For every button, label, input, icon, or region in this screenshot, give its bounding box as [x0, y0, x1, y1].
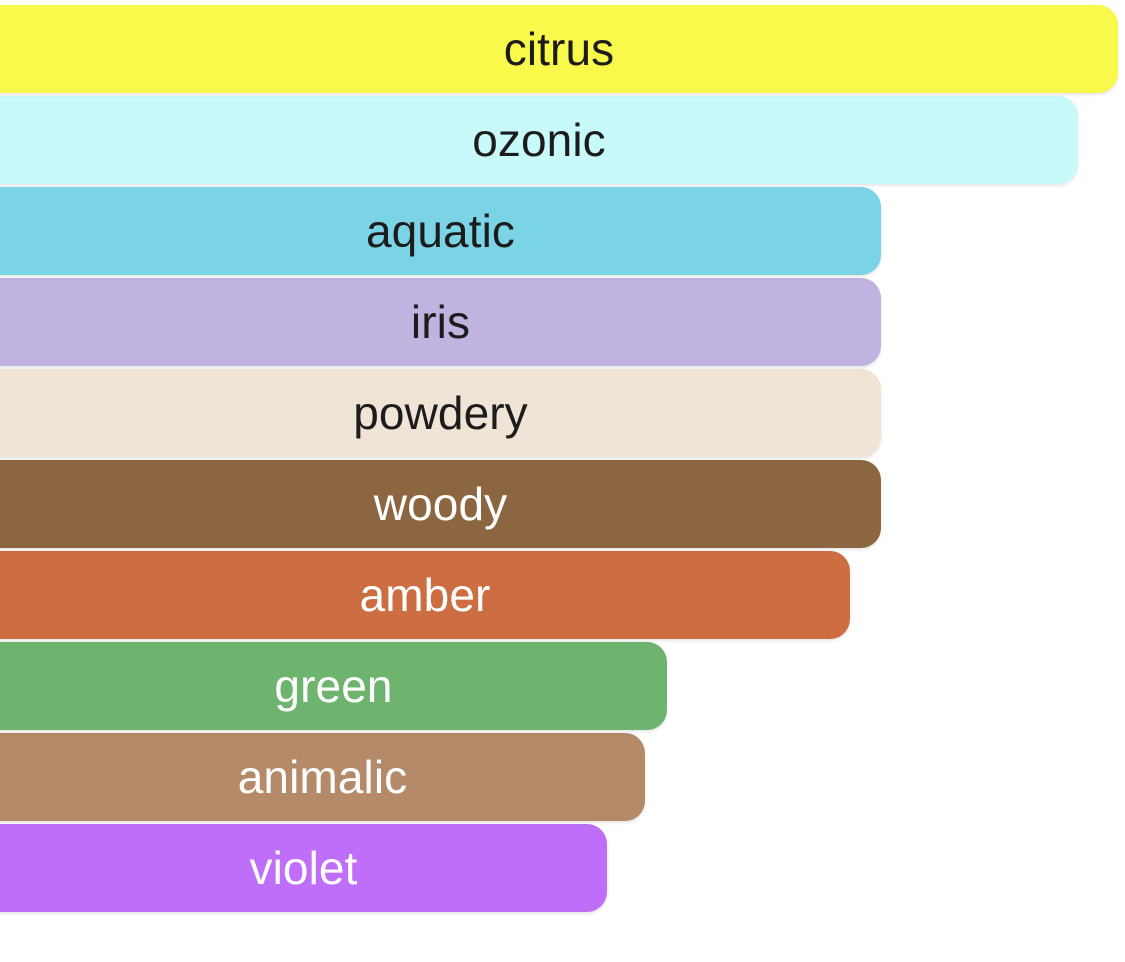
- bar-label: woody: [373, 478, 508, 530]
- bar-label: green: [274, 660, 393, 712]
- bar-animalic[interactable]: animalic: [0, 733, 645, 821]
- bar-label: aquatic: [365, 205, 516, 257]
- bar-violet[interactable]: violet: [0, 824, 607, 912]
- bar-powdery[interactable]: powdery: [0, 369, 881, 457]
- bar-aquatic[interactable]: aquatic: [0, 187, 881, 275]
- bar-ozonic[interactable]: ozonic: [0, 96, 1078, 184]
- bar-iris[interactable]: iris: [0, 278, 881, 366]
- bar-citrus[interactable]: citrus: [0, 5, 1118, 93]
- bar-green[interactable]: green: [0, 642, 667, 730]
- bar-label: violet: [249, 842, 358, 894]
- bar-label: powdery: [353, 387, 528, 439]
- bar-amber[interactable]: amber: [0, 551, 850, 639]
- bar-label: amber: [359, 569, 491, 621]
- bar-label: citrus: [503, 23, 615, 75]
- bar-label: animalic: [237, 751, 408, 803]
- bar-woody[interactable]: woody: [0, 460, 881, 548]
- bar-label: iris: [410, 296, 471, 348]
- bar-label: ozonic: [472, 114, 606, 166]
